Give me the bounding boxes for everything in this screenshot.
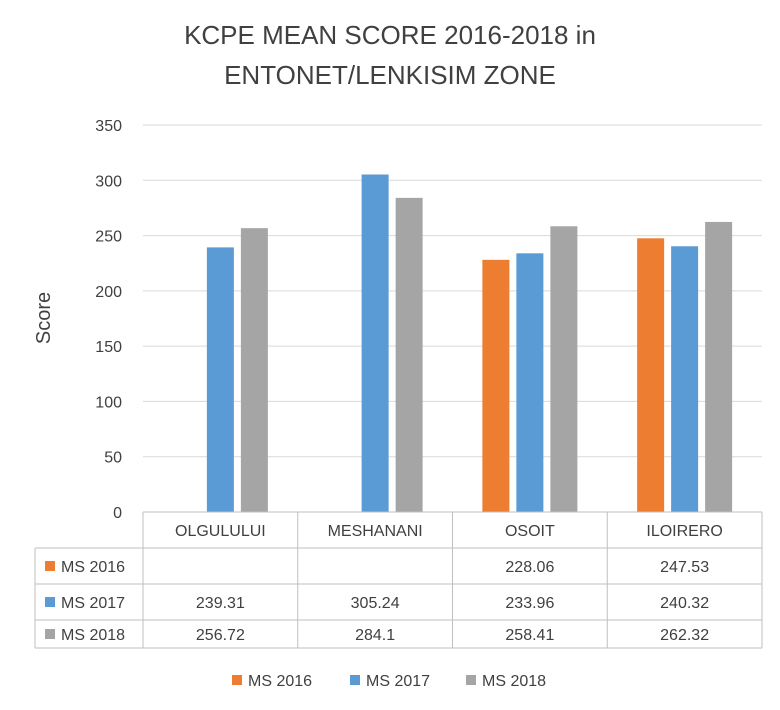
data-label: 239.31 [196,595,245,612]
data-label: 262.32 [660,627,709,644]
legend-label: MS 2016 [248,673,312,690]
table-legend-key [45,629,55,639]
legend-label: MS 2017 [366,673,430,690]
y-tick-label: 0 [113,505,122,522]
table-legend-key [45,597,55,607]
data-label: 240.32 [660,595,709,612]
y-tick-label: 250 [95,229,122,246]
legend: MS 2016 MS 2017 MS 2018 [232,673,546,690]
y-tick-label: 50 [104,450,122,467]
legend-label: MS 2018 [482,673,546,690]
chart-title-line-2: ENTONET/LENKISIM ZONE [224,60,556,90]
y-tick-label: 350 [95,118,122,135]
bar [516,253,544,513]
bar [361,174,389,513]
data-label: 305.24 [351,595,400,612]
table-series-name: MS 2017 [61,595,125,612]
x-category-label: OSOIT [505,523,555,540]
bar [705,221,733,512]
gridlines [143,124,762,458]
x-category-label: ILOIRERO [646,523,722,540]
data-label: 256.72 [196,627,245,644]
table-series-name: MS 2016 [61,559,125,576]
y-tick-label: 200 [95,284,122,301]
legend-swatch [350,675,360,685]
data-label: 228.06 [505,559,554,576]
bar [671,246,699,512]
data-label: 233.96 [505,595,554,612]
legend-swatch [232,675,242,685]
bar [240,228,268,512]
table-series-name: MS 2018 [61,627,125,644]
y-tick-label: 100 [95,394,122,411]
y-axis-ticks: 0 50 100 150 200 250 300 350 [95,118,122,522]
y-tick-label: 300 [95,173,122,190]
bar [637,238,665,512]
x-category-label: OLGULULUI [175,523,266,540]
bar [395,197,423,512]
legend-swatch [466,675,476,685]
data-table: OLGULULUI MESHANANI OSOIT ILOIRERO MS 2016 22… [34,511,763,649]
bar [550,226,578,512]
bar [206,247,234,512]
y-axis-label: Score [33,292,55,344]
data-label: 284.1 [355,627,395,644]
data-label: 258.41 [505,627,554,644]
chart-title-line-1: KCPE MEAN SCORE 2016-2018 in [184,20,596,50]
y-tick-label: 150 [95,339,122,356]
data-label: 247.53 [660,559,709,576]
bars [206,174,733,513]
chart-title: KCPE MEAN SCORE 2016-2018 in ENTONET/LEN… [184,20,596,90]
bar [482,259,510,512]
table-legend-key [45,561,55,571]
x-category-label: MESHANANI [328,523,423,540]
